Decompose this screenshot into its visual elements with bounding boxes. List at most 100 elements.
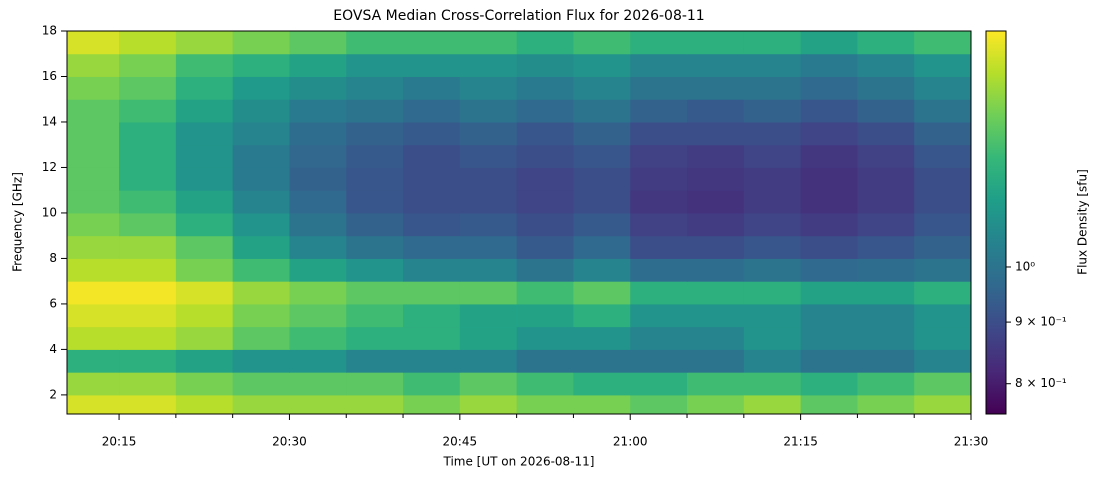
y-tick-label: 18	[42, 24, 57, 38]
heatmap-cell	[857, 212, 915, 237]
heatmap-cell	[289, 144, 347, 168]
colorbar-tick-label: 8 × 10⁻¹	[1015, 376, 1067, 390]
heatmap-cell	[289, 372, 347, 396]
heatmap-cell	[175, 349, 234, 373]
heatmap-cell	[516, 99, 574, 123]
chart-title: EOVSA Median Cross-Correlation Flux for …	[333, 8, 704, 24]
heatmap-cell	[687, 349, 745, 373]
heatmap-cell	[175, 76, 234, 100]
heatmap-cell	[516, 303, 574, 328]
heatmap-cell	[119, 303, 177, 328]
heatmap-cell	[743, 372, 802, 396]
heatmap-cell	[232, 258, 290, 282]
heatmap-cell	[67, 349, 120, 373]
heatmap-cell	[857, 167, 915, 191]
heatmap-cell	[175, 190, 234, 214]
y-tick-label: 16	[42, 69, 57, 83]
heatmap-cell	[67, 53, 120, 77]
heatmap-cell	[289, 281, 347, 305]
heatmap-cell	[232, 326, 290, 350]
heatmap-cell	[119, 99, 177, 123]
heatmap-cell	[232, 121, 290, 146]
heatmap-cell	[403, 167, 461, 191]
heatmap-cell	[687, 31, 745, 55]
x-tick-label: 20:15	[102, 435, 137, 449]
heatmap-cell	[630, 258, 688, 282]
heatmap-cell	[516, 394, 574, 414]
heatmap-cell	[403, 326, 461, 350]
heatmap-cell	[289, 121, 347, 146]
heatmap-cell	[119, 167, 177, 191]
heatmap-cell	[743, 281, 802, 305]
heatmap-cell	[346, 303, 404, 328]
heatmap-cell	[459, 281, 518, 305]
heatmap-cell	[67, 235, 120, 259]
y-tick-label: 8	[49, 251, 57, 265]
heatmap-cell	[346, 212, 404, 237]
heatmap-cell	[516, 372, 574, 396]
heatmap-cell	[743, 190, 802, 214]
heatmap-cell	[175, 167, 234, 191]
heatmap-cell	[687, 394, 745, 414]
heatmap-cell	[516, 258, 574, 282]
heatmap-cell	[175, 303, 234, 328]
heatmap-cell	[914, 31, 971, 55]
heatmap-cell	[346, 326, 404, 350]
heatmap-cell	[630, 144, 688, 168]
heatmap-cell	[289, 303, 347, 328]
heatmap-cell	[175, 212, 234, 237]
heatmap-cell	[857, 303, 915, 328]
heatmap-cell	[175, 235, 234, 259]
heatmap-cell	[289, 326, 347, 350]
heatmap-cell	[687, 99, 745, 123]
y-tick-label: 2	[49, 387, 57, 401]
heatmap-cell	[459, 53, 518, 77]
heatmap-cell	[743, 235, 802, 259]
heatmap-cell	[914, 349, 971, 373]
heatmap-cell	[800, 53, 858, 77]
heatmap-cell	[857, 394, 915, 414]
heatmap-cell	[119, 281, 177, 305]
heatmap-cell	[119, 372, 177, 396]
heatmap-cell	[743, 258, 802, 282]
heatmap-cell	[289, 190, 347, 214]
heatmap-cell	[914, 303, 971, 328]
heatmap-cell	[459, 190, 518, 214]
colorbar-tick-label: 10⁰	[1015, 259, 1035, 273]
heatmap-cell	[119, 212, 177, 237]
colorbar-label: Flux Density [sfu]	[1076, 169, 1090, 275]
heatmap-cell	[630, 31, 688, 55]
heatmap-cell	[175, 258, 234, 282]
heatmap-cell	[630, 326, 688, 350]
heatmap-cell	[289, 167, 347, 191]
heatmap-cell	[914, 394, 971, 414]
heatmap-cell	[857, 326, 915, 350]
heatmap-cell	[289, 212, 347, 237]
heatmap-cell	[175, 372, 234, 396]
heatmap-cell	[67, 372, 120, 396]
heatmap-cell	[573, 235, 631, 259]
heatmap-cell	[346, 76, 404, 100]
heatmap-cell	[573, 144, 631, 168]
heatmap-cell	[289, 76, 347, 100]
heatmap-cell	[687, 121, 745, 146]
heatmap-cell	[687, 53, 745, 77]
heatmap-cell	[516, 167, 574, 191]
heatmap-cell	[232, 76, 290, 100]
heatmap-cell	[743, 349, 802, 373]
x-tick-label: 21:30	[954, 435, 989, 449]
heatmap-cell	[459, 235, 518, 259]
y-tick-label: 14	[42, 114, 57, 128]
heatmap-cell	[914, 258, 971, 282]
heatmap-cell	[403, 76, 461, 100]
heatmap-cell	[573, 394, 631, 414]
heatmap-cell	[459, 372, 518, 396]
heatmap-cell	[630, 190, 688, 214]
heatmap-cell	[175, 326, 234, 350]
heatmap-cell	[743, 31, 802, 55]
heatmap-cell	[800, 76, 858, 100]
heatmap-cell	[743, 394, 802, 414]
heatmap-cell	[232, 235, 290, 259]
heatmap-cell	[630, 121, 688, 146]
